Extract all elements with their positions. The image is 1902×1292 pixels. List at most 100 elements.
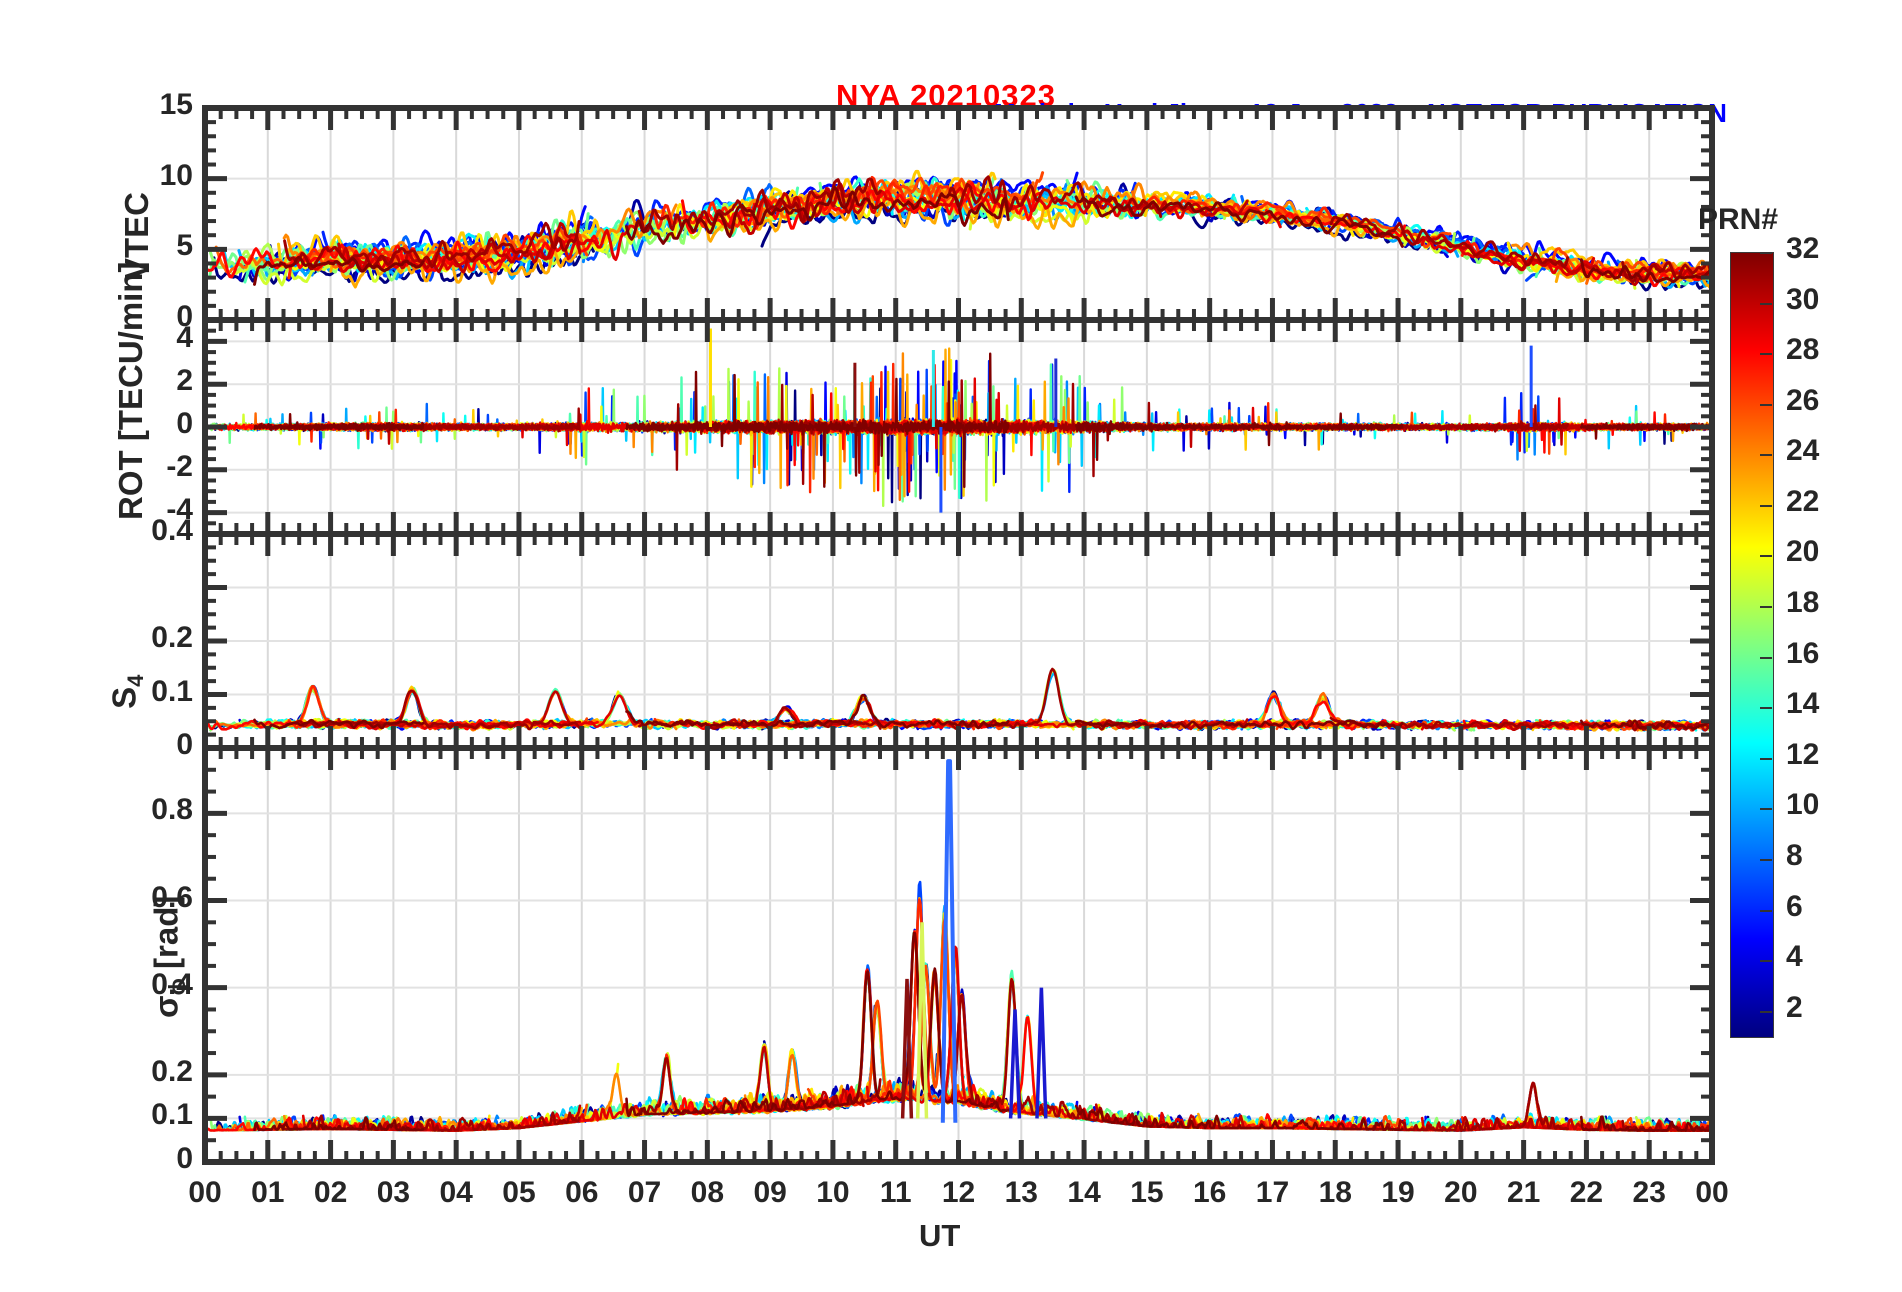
rot-line-prn-32 (1074, 412, 1404, 461)
colorbar-tick-mark (1760, 252, 1772, 254)
colorbar-tick-mark (1760, 302, 1772, 305)
rot-line-prn-32 (253, 413, 425, 432)
x-tick-label-14-14: 14 (1067, 1176, 1101, 1209)
x-tick-label-16-16: 16 (1192, 1176, 1227, 1209)
vtec-line-prn-31 (283, 220, 581, 271)
y-tick-label-ROT-4: 4 (176, 321, 193, 355)
x-tick-label-20-20: 20 (1444, 1176, 1478, 1209)
vtec-line-prn-30 (712, 182, 865, 235)
sigmaphi-spike (900, 978, 914, 1119)
y-tick-label-S4-0.1: 0.1 (151, 674, 193, 708)
y-tick-label-S4-0.2: 0.2 (151, 621, 193, 654)
s4-line-prn-32 (253, 718, 425, 730)
x-tick-label-00-24: 00 (1695, 1176, 1729, 1209)
colorbar-tick-mark (1760, 909, 1772, 912)
colorbar-tick-22: 22 (1786, 484, 1820, 518)
colorbar-tick-mark (1760, 504, 1772, 507)
y-tick-label-VTEC-10: 10 (159, 158, 193, 192)
x-axis-title: UT (919, 1218, 961, 1253)
colorbar-tick-mark (1760, 454, 1772, 457)
x-tick-label-11-11: 11 (879, 1176, 912, 1209)
s4-line-prn-31 (283, 689, 581, 731)
s4-line-prn-32 (1074, 719, 1404, 731)
x-tick-label-18-18: 18 (1318, 1176, 1352, 1209)
y-tick-label-SIGMA-0.1: 0.1 (151, 1098, 193, 1132)
sigmaphi-line-prn-32 (253, 1116, 425, 1132)
x-tick-label-02-2: 02 (313, 1176, 348, 1209)
sigmaphi-max-peak (940, 759, 958, 1123)
y-tick-label-ROT--2: -2 (166, 449, 193, 483)
y-tick-label-VTEC-5: 5 (176, 229, 193, 263)
colorbar-tick-mark (1760, 808, 1772, 811)
colorbar-tick-mark (1760, 707, 1772, 710)
colorbar-tick-14: 14 (1786, 687, 1820, 721)
x-tick-label-17-17: 17 (1255, 1176, 1290, 1209)
vtec-line-prn-26 (298, 227, 589, 266)
x-tick-label-06-6: 06 (565, 1176, 599, 1209)
y-tick-label-SIGMA-0.6: 0.6 (151, 880, 193, 914)
vtec-line-prn-31 (1329, 212, 1570, 269)
x-tick-label-07-7: 07 (627, 1176, 662, 1209)
colorbar-tick-10: 10 (1786, 788, 1820, 822)
colorbar-tick-8: 8 (1786, 838, 1803, 872)
colorbar-tick-26: 26 (1786, 383, 1820, 417)
s4-line-prn-31 (1329, 716, 1569, 730)
x-tick-label-10-10: 10 (816, 1176, 850, 1209)
rot-line-prn-32 (625, 352, 1010, 489)
y-tick-label-ROT-0: 0 (176, 407, 193, 440)
x-tick-label-13-13: 13 (1004, 1176, 1038, 1209)
colorbar-tick-16: 16 (1786, 636, 1820, 670)
x-tick-label-22-22: 22 (1569, 1176, 1604, 1209)
colorbar-tick-32: 32 (1786, 232, 1820, 265)
sigmaphi-spike (1008, 1009, 1022, 1119)
x-tick-label-00-0: 00 (188, 1176, 222, 1209)
colorbar-tick-2: 2 (1786, 990, 1803, 1024)
colorbar-tick-20: 20 (1786, 535, 1820, 569)
y-tick-label-ROT--4: -4 (166, 492, 193, 526)
vtec-series-group (203, 169, 1714, 293)
colorbar-tick-mark (1760, 606, 1772, 609)
y-tick-label-S4-0: 0 (176, 728, 193, 761)
x-tick-label-01-1: 01 (251, 1176, 285, 1209)
colorbar-tick-mark (1760, 555, 1772, 558)
y-tick-label-SIGMA-0.2: 0.2 (151, 1054, 193, 1088)
colorbar-tick-mark (1760, 403, 1772, 406)
colorbar-tick-12: 12 (1786, 737, 1820, 771)
prn-colorbar[interactable] (1730, 252, 1774, 1038)
s4-line-prn-32 (1580, 719, 1714, 730)
x-tick-label-12-12: 12 (941, 1176, 976, 1209)
sigmaphi-spike (915, 922, 929, 1119)
colorbar-tick-18: 18 (1786, 586, 1820, 620)
y-tick-label-VTEC-15: 15 (159, 88, 193, 121)
colorbar-tick-28: 28 (1786, 333, 1820, 367)
sigmaphi-line-prn-32 (1580, 1115, 1714, 1132)
y-tick-label-VTEC-0: 0 (176, 300, 193, 333)
y-tick-label-S4-0.4: 0.4 (151, 514, 193, 547)
sigmaphi-spike (1035, 987, 1048, 1119)
y-tick-label-ROT-2: 2 (176, 364, 193, 398)
colorbar-tick-mark (1760, 858, 1772, 861)
vtec-line-prn-32 (1074, 195, 1404, 248)
x-tick-label-23-23: 23 (1632, 1176, 1666, 1209)
colorbar-tick-24: 24 (1786, 434, 1820, 468)
x-tick-label-03-3: 03 (376, 1176, 411, 1209)
colorbar-tick-mark (1760, 656, 1772, 659)
colorbar-tick-6: 6 (1786, 889, 1803, 923)
s4-line-prn-32 (625, 693, 1010, 730)
x-tick-label-04-4: 04 (439, 1176, 473, 1209)
colorbar-title: PRN# (1698, 203, 1779, 236)
colorbar-tick-mark (1760, 960, 1772, 963)
x-tick-label-19-19: 19 (1381, 1176, 1415, 1209)
x-tick-label-09-9: 09 (753, 1176, 787, 1209)
vtec-line-prn-32 (1579, 258, 1714, 284)
x-tick-label-08-8: 08 (690, 1176, 725, 1209)
sigmaphi-series-group (204, 759, 1714, 1132)
colorbar-tick-mark (1760, 1010, 1772, 1013)
x-tick-label-05-5: 05 (502, 1176, 536, 1209)
vtec-line-prn-32 (625, 185, 1010, 245)
s4-series-group (204, 667, 1714, 732)
colorbar-tick-30: 30 (1786, 282, 1820, 316)
x-tick-label-21-21: 21 (1506, 1176, 1541, 1209)
x-tick-label-15-15: 15 (1130, 1176, 1164, 1209)
